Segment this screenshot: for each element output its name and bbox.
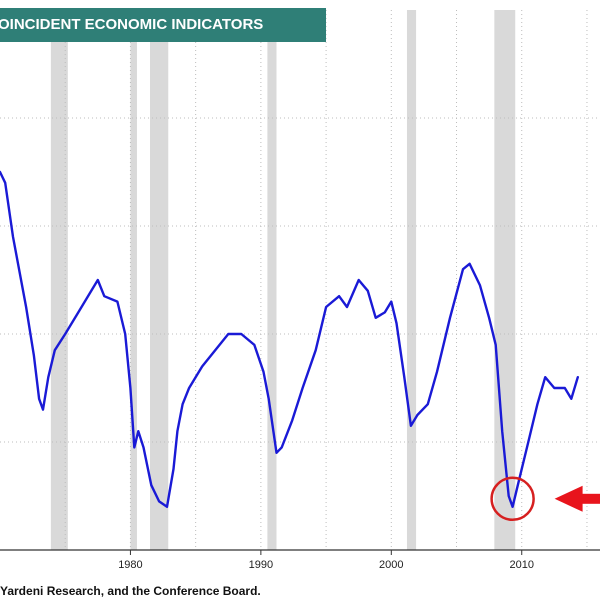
footer-source: Yardeni Research, and the Conference Boa… — [0, 584, 261, 598]
highlight-circle — [490, 476, 535, 522]
annotations — [490, 476, 600, 522]
recession-band — [130, 10, 137, 550]
recession-band — [50, 10, 68, 550]
pointer-arrow-shaft — [581, 493, 600, 504]
grid-lines — [0, 10, 600, 550]
chart-title: OINCIDENT ECONOMIC INDICATORS — [0, 16, 264, 33]
recession-band — [267, 10, 277, 550]
x-tick-label: 2010 — [509, 559, 533, 571]
x-tick-label: 2000 — [379, 559, 403, 571]
x-axis-ticks: 1980 1990 2000 2010 — [118, 550, 534, 571]
chart-title-banner: OINCIDENT ECONOMIC INDICATORS — [0, 8, 326, 42]
recession-band — [150, 10, 169, 550]
x-tick-label: 1990 — [249, 559, 273, 571]
series-line — [0, 170, 579, 508]
x-tick-label: 1980 — [118, 559, 142, 571]
series-layer — [0, 170, 579, 508]
recession-band — [406, 10, 417, 550]
recession-bands — [50, 10, 516, 550]
recession-band — [494, 10, 516, 550]
pointer-arrow — [554, 485, 583, 512]
